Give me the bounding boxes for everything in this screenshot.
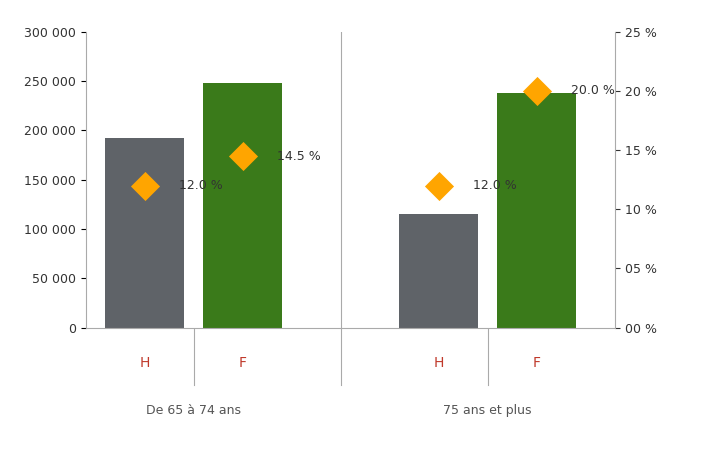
Text: 75 ans et plus: 75 ans et plus (443, 404, 532, 417)
Bar (400, 214, 478, 328)
Text: 14.5 %: 14.5 % (277, 150, 320, 162)
Text: F: F (239, 356, 247, 370)
Text: 12.0 %: 12.0 % (473, 179, 516, 192)
Bar (203, 83, 282, 328)
Text: 12.0 %: 12.0 % (179, 179, 222, 192)
Point (139, 182, 150, 189)
Point (433, 182, 444, 189)
Point (237, 152, 248, 160)
Point (531, 87, 542, 95)
Text: H: H (139, 356, 149, 370)
Text: 20.0 %: 20.0 % (571, 85, 615, 97)
Text: De 65 à 74 ans: De 65 à 74 ans (146, 404, 241, 417)
Bar (105, 138, 184, 328)
Text: F: F (533, 356, 541, 370)
Text: H: H (433, 356, 444, 370)
Bar (498, 93, 576, 328)
